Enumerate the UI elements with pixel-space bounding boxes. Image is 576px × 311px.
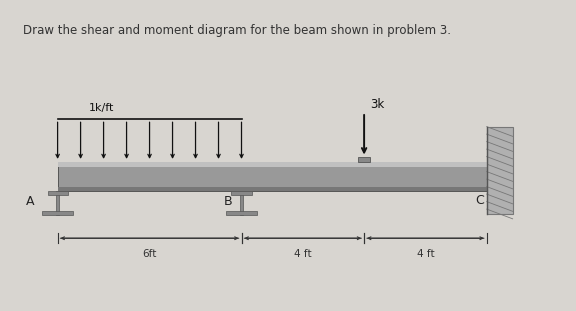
Bar (42, 211, 74, 215)
Text: 1k/ft: 1k/ft (89, 103, 115, 113)
Text: A: A (26, 195, 35, 208)
Text: Draw the shear and moment diagram for the beam shown in problem 3.: Draw the shear and moment diagram for th… (23, 24, 451, 37)
Text: 4 ft: 4 ft (416, 249, 434, 259)
Bar (226, 211, 257, 215)
Text: 3k: 3k (370, 98, 384, 111)
Bar (358, 157, 370, 162)
Text: B: B (224, 195, 233, 208)
Bar (58, 188, 487, 191)
Bar (232, 191, 252, 195)
Bar (58, 162, 487, 167)
Text: C: C (475, 194, 484, 207)
Text: 6ft: 6ft (142, 249, 157, 259)
Text: 4 ft: 4 ft (294, 249, 312, 259)
Bar (47, 191, 68, 195)
Bar (487, 127, 513, 214)
Bar (240, 191, 243, 215)
Bar (58, 162, 487, 191)
Bar (56, 191, 59, 215)
